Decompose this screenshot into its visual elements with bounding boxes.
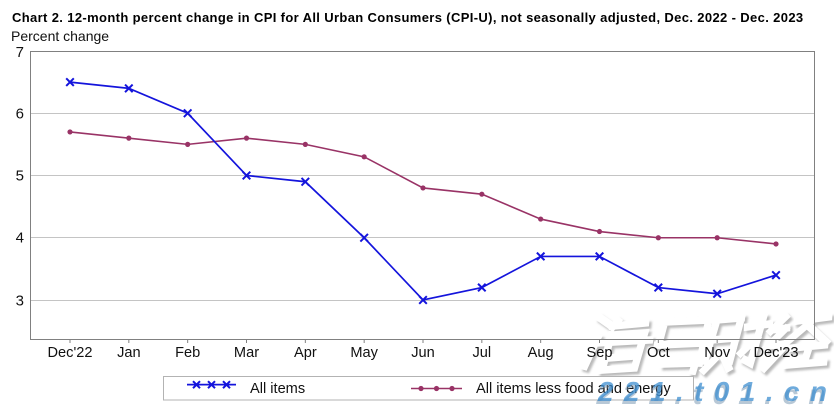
- svg-text:Mar: Mar: [234, 345, 259, 361]
- svg-text:Dec'23: Dec'23: [754, 345, 799, 361]
- svg-text:Jul: Jul: [473, 345, 492, 361]
- svg-text:5: 5: [16, 168, 24, 185]
- svg-text:4: 4: [16, 230, 24, 247]
- svg-text:Nov: Nov: [704, 345, 731, 361]
- svg-text:Jun: Jun: [411, 345, 435, 361]
- svg-text:7: 7: [16, 44, 24, 61]
- svg-text:Oct: Oct: [647, 345, 670, 361]
- svg-text:Jan: Jan: [117, 345, 141, 361]
- svg-text:221.t01.cn: 221.t01.cn: [596, 379, 834, 407]
- svg-text:Aug: Aug: [528, 345, 554, 361]
- svg-text:Apr: Apr: [294, 345, 317, 361]
- svg-text:Dec'22: Dec'22: [48, 345, 93, 361]
- svg-text:221.t01.cn: 221.t01.cn: [597, 376, 834, 407]
- svg-text:3: 3: [16, 293, 24, 310]
- svg-text:All items: All items: [250, 381, 305, 397]
- svg-text:All items less food and energy: All items less food and energy: [476, 381, 671, 397]
- svg-text:6: 6: [16, 106, 24, 123]
- svg-text:May: May: [350, 345, 378, 361]
- svg-text:Sep: Sep: [587, 345, 613, 361]
- svg-text:Feb: Feb: [175, 345, 200, 361]
